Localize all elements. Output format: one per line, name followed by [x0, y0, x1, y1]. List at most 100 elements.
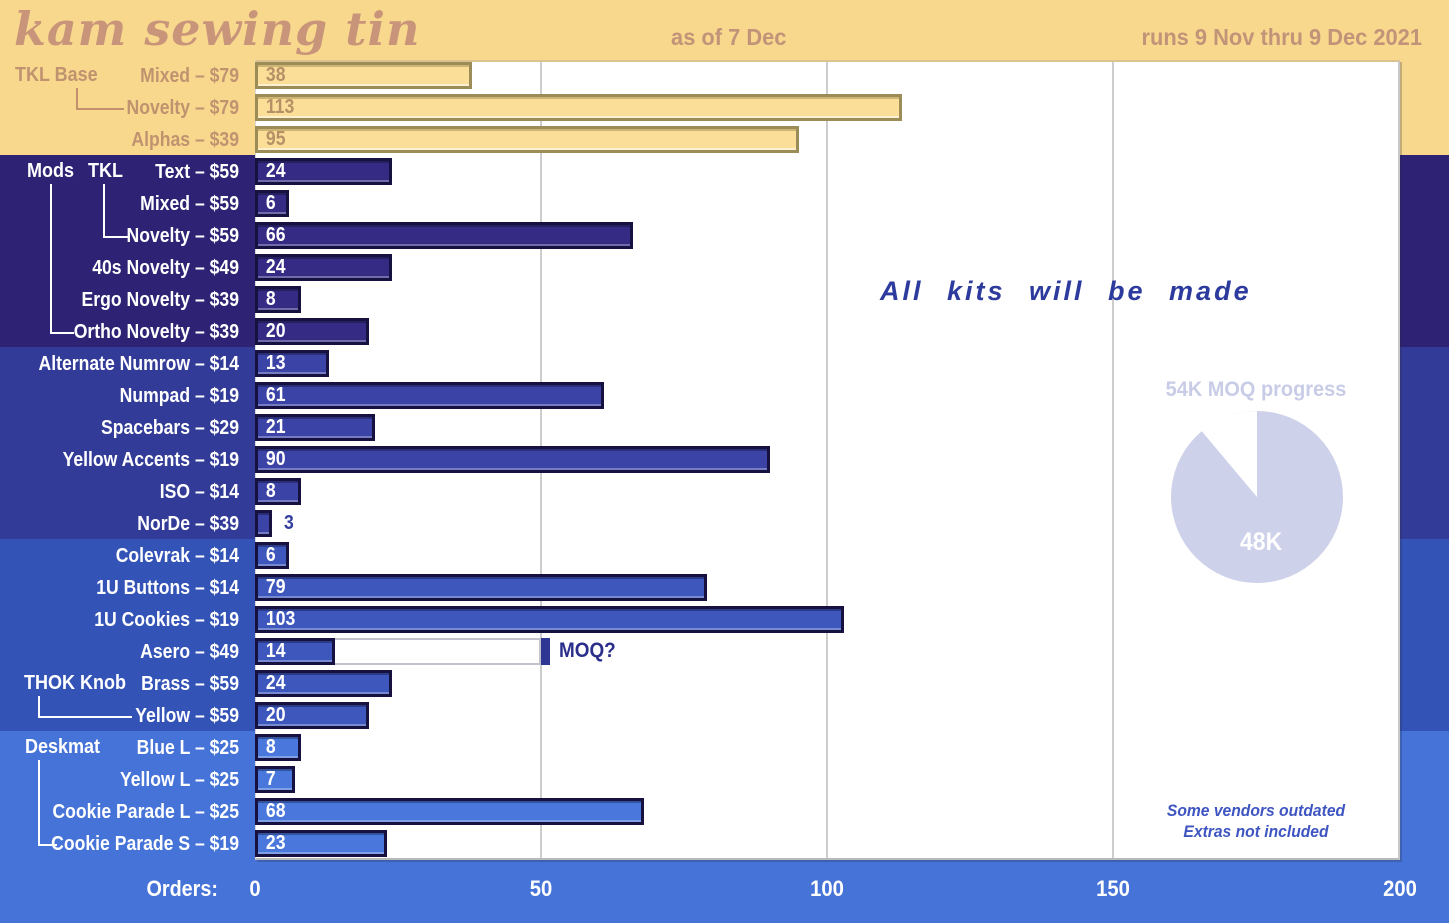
row-label: Cookie Parade S – $19 [51, 833, 240, 855]
row-label: Yellow – $59 [135, 705, 239, 727]
bar-value: 7 [265, 768, 276, 790]
order-bar: 20 [255, 318, 370, 345]
order-bar: 113 [255, 94, 902, 121]
row-label: Numpad – $19 [119, 385, 239, 407]
bar-value: 6 [265, 544, 276, 566]
group-label-mods: Mods [27, 160, 74, 182]
bar-value: 3 [284, 512, 294, 534]
group-label-tkl-base: TKL Base [15, 64, 98, 86]
bar-value: 24 [265, 160, 286, 182]
bar-value: 103 [265, 608, 296, 630]
as-of-date: as of 7 Dec [671, 24, 787, 50]
order-bar: 7 [255, 766, 296, 793]
order-bar: 6 [255, 190, 290, 217]
order-bar: 21 [255, 414, 376, 441]
bar-value: 21 [265, 416, 286, 438]
order-bar: 38 [255, 62, 473, 89]
x-tick-label: 100 [810, 876, 845, 901]
order-bar: 8 [255, 286, 301, 313]
row-label: 1U Buttons – $14 [96, 577, 239, 599]
footnote-line2: Extras not included [1183, 822, 1329, 841]
bar-value: 90 [265, 448, 286, 470]
run-dates: runs 9 Nov thru 9 Dec 2021 [1141, 24, 1422, 50]
bar-value: 8 [265, 736, 276, 758]
order-bar: 23 [255, 830, 387, 857]
row-label: Alphas – $39 [131, 129, 239, 151]
bar-value: 61 [265, 384, 286, 406]
order-bar: 68 [255, 798, 645, 825]
bar-value: 20 [265, 704, 286, 726]
group-label-deskmat: Deskmat [25, 736, 101, 758]
order-bar: 6 [255, 542, 290, 569]
chart-title: kam sewing tin [14, 2, 421, 56]
group-label-thok: THOK Knob [24, 672, 126, 694]
order-bar: 95 [255, 126, 799, 153]
center-note: All kits will be made [880, 276, 1252, 306]
row-label: Asero – $49 [140, 641, 239, 663]
row-label: Mixed – $59 [140, 193, 239, 215]
bar-value: 66 [265, 224, 286, 246]
row-label: Novelty – $59 [126, 225, 239, 247]
group-bracket-thok [38, 696, 132, 718]
order-bar: 24 [255, 158, 393, 185]
row-label: Yellow L – $25 [119, 769, 239, 791]
moq-progress-pie [1171, 411, 1343, 583]
row-label: NorDe – $39 [137, 513, 239, 535]
bar-value: 68 [265, 800, 286, 822]
row-label: ISO – $14 [159, 481, 239, 503]
bar-value: 113 [265, 96, 295, 118]
group-bracket-deskmat [38, 760, 57, 846]
bar-value: 79 [265, 576, 286, 598]
row-label: Novelty – $79 [126, 97, 239, 119]
group-label-tkl: TKL [88, 160, 124, 182]
row-label: Text – $59 [155, 161, 239, 183]
row-label: Colevrak – $14 [115, 545, 239, 567]
bar-value: 8 [265, 480, 276, 502]
x-axis-label: Orders: [146, 876, 218, 901]
row-label: Ergo Novelty – $39 [81, 289, 239, 311]
moq-pie-value: 48K [1240, 528, 1283, 556]
order-bar: 103 [255, 606, 845, 633]
order-bar: 79 [255, 574, 708, 601]
order-bar: 8 [255, 478, 301, 505]
row-label: Spacebars – $29 [101, 417, 240, 439]
bar-value: 24 [265, 672, 286, 694]
moq-pie-title: 54K MOQ progress [1165, 378, 1347, 401]
bar-value: 14 [265, 640, 286, 662]
x-tick-label: 150 [1096, 876, 1131, 901]
order-bar: 13 [255, 350, 330, 377]
gridline [826, 62, 829, 858]
order-bar: 20 [255, 702, 370, 729]
gridline [1112, 62, 1115, 858]
row-label: Blue L – $25 [136, 737, 239, 759]
bar-value: 8 [265, 288, 276, 310]
pie-remaining-slice [1201, 411, 1257, 497]
order-bar: 90 [255, 446, 771, 473]
bar-value: 13 [265, 352, 286, 374]
row-label: Alternate Numrow – $14 [38, 353, 239, 375]
bar-value: 23 [265, 832, 286, 854]
x-tick-label: 200 [1382, 876, 1417, 901]
x-tick-label: 0 [249, 876, 261, 901]
row-label: Cookie Parade L – $25 [52, 801, 240, 823]
order-bar: 24 [255, 254, 393, 281]
order-bar: 61 [255, 382, 605, 409]
order-bar [255, 510, 273, 537]
bar-value: 95 [265, 128, 286, 150]
row-label: Brass – $59 [141, 673, 239, 695]
order-bar: 24 [255, 670, 393, 697]
group-bracket-tkl [103, 184, 129, 238]
order-bar: 8 [255, 734, 301, 761]
footnote-line1: Some vendors outdated [1166, 801, 1346, 820]
row-label: Mixed – $79 [140, 65, 239, 87]
row-label: Ortho Novelty – $39 [73, 321, 239, 343]
group-bracket-mods [50, 184, 74, 334]
bar-value: 20 [265, 320, 286, 342]
group-bracket-tkl-base [76, 88, 124, 110]
bar-value: 6 [265, 192, 276, 214]
bar-value: 24 [265, 256, 286, 278]
row-label: 40s Novelty – $49 [92, 257, 239, 279]
bar-value: 38 [265, 64, 286, 86]
row-label: Yellow Accents – $19 [62, 449, 239, 471]
